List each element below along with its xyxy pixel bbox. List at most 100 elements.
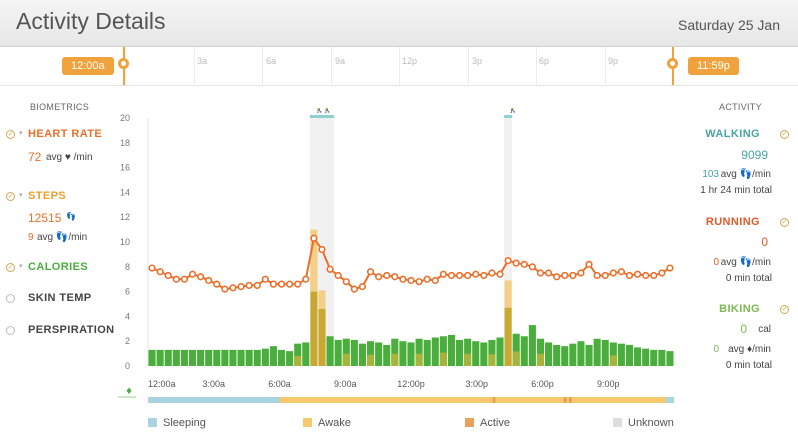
start-time-pill[interactable]: 12:00a	[62, 57, 114, 75]
legend-swatch	[613, 418, 622, 427]
heart-rate-point	[269, 280, 278, 288]
check-icon[interactable]: ✓	[780, 130, 789, 139]
heart-rate-point	[447, 271, 456, 280]
steps-bar	[650, 349, 658, 366]
walking-bar	[464, 353, 472, 366]
steps-label: STEPS	[28, 190, 67, 202]
scrubber-track[interactable]: 3a 6a 9a 12p 3p 6p 9p	[125, 47, 673, 85]
steps-bar	[334, 339, 342, 366]
running-metric[interactable]: RUNNING ✓ 0 avg 👣/min 0 0 min total	[690, 216, 798, 286]
walking-bar	[294, 355, 302, 366]
steps-bar	[286, 351, 294, 366]
walking-avg-unit: avg 👣/min	[720, 169, 771, 180]
heart-rate-point	[229, 284, 237, 292]
start-handle[interactable]	[118, 58, 129, 69]
caret-icon: ▾	[19, 192, 23, 199]
steps-bar	[407, 342, 415, 366]
steps-bar	[569, 343, 577, 366]
walking-bar	[415, 353, 423, 366]
heart-rate-point	[294, 280, 302, 288]
walking-bar	[536, 353, 545, 366]
heart-rate-point	[342, 278, 350, 286]
steps-bar	[561, 346, 569, 366]
y-axis: 0 2 4 6 8 10 12 14 16 18 20	[120, 113, 149, 371]
y-tick-label: 2	[125, 336, 130, 346]
heart-rate-point	[512, 259, 520, 267]
date-label: Saturday 25 Jan	[678, 17, 780, 33]
scrubber-tick	[194, 47, 195, 85]
heart-rate-point	[504, 257, 512, 265]
y-tick-label: 6	[125, 287, 130, 297]
biking-label: BIKING	[719, 303, 760, 315]
steps-bar	[480, 342, 488, 366]
heart-rate-point	[544, 269, 553, 277]
heart-rate-point	[464, 271, 472, 280]
calories-label: CALORIES	[28, 261, 89, 273]
end-handle[interactable]	[667, 58, 678, 69]
heart-rate-point	[164, 271, 172, 280]
heart-rate-point	[383, 271, 391, 280]
biking-metric[interactable]: BIKING ✓ 0 cal avg ♦/min 0 0 min total	[690, 303, 798, 373]
end-time-pill[interactable]: 11:59p	[688, 57, 739, 75]
heart-rate-point	[520, 260, 528, 268]
y-tick-label: 8	[125, 262, 130, 272]
check-icon[interactable]: ✓	[780, 218, 789, 227]
steps-bar	[609, 342, 617, 366]
heart-rate-point	[423, 275, 431, 283]
steps-bar	[528, 325, 536, 366]
heart-rate-point	[172, 275, 180, 283]
running-label: RUNNING	[705, 216, 760, 228]
awake-bar	[318, 290, 326, 309]
steps-bar	[148, 349, 156, 366]
heart-rate-point	[213, 280, 221, 288]
steps-bar	[358, 343, 366, 366]
perspiration-label: PERSPIRATION	[28, 324, 115, 336]
active-segment	[563, 397, 567, 403]
heart-rate-line	[148, 234, 674, 293]
heart-rate-point	[180, 275, 189, 283]
steps-bar	[302, 342, 310, 366]
heart-rate-point	[334, 271, 342, 280]
steps-bar	[601, 339, 609, 366]
steps-bar	[366, 341, 375, 366]
x-axis: 12:00a 3:00a 6:00a 9:00a 12:00p 3:00p 6:00p 9:0…	[148, 379, 620, 389]
check-icon[interactable]: ✓	[6, 263, 15, 272]
legend-label: Unknown	[628, 417, 674, 429]
walking-icon: 🚶	[321, 108, 333, 114]
steps-bar	[496, 337, 504, 366]
legend-sleeping: Sleeping	[148, 417, 206, 429]
running-total: 0 min total	[725, 273, 772, 284]
heart-rate-point	[407, 276, 415, 285]
heart-rate-point	[617, 268, 626, 276]
heart-rate-point	[399, 275, 407, 283]
heart-rate-point	[221, 285, 229, 293]
steps-bar	[294, 343, 302, 366]
legend-awake: Awake	[303, 417, 351, 429]
radio-icon[interactable]	[6, 294, 15, 303]
radio-icon[interactable]	[6, 326, 15, 335]
steps-bar	[488, 339, 496, 366]
legend-swatch	[465, 418, 474, 427]
heart-rate-point	[205, 276, 213, 285]
check-icon[interactable]: ✓	[6, 192, 15, 201]
x-tick-label: 12:00p	[397, 379, 425, 389]
heart-rate-point	[350, 285, 358, 293]
steps-bar	[237, 349, 245, 366]
check-icon[interactable]: ✓	[6, 130, 15, 139]
steps-avg-value: 9	[28, 232, 34, 243]
scrubber-label: 9p	[608, 56, 619, 66]
check-icon[interactable]: ✓	[780, 305, 789, 314]
heart-rate-point	[658, 269, 666, 277]
time-range-scrubber[interactable]: 3a 6a 9a 12p 3p 6p 9p 12:00a 11:59p	[0, 47, 798, 86]
steps-bar	[625, 344, 634, 366]
heart-rate-point	[253, 281, 261, 289]
walking-metric[interactable]: WALKING ✓ 9099 avg 👣/min 103 1 hr 24 min…	[690, 128, 798, 198]
heart-rate-point	[633, 270, 642, 278]
steps-bar	[188, 349, 197, 366]
walking-value: 9099	[741, 148, 768, 162]
steps-bar	[512, 333, 520, 366]
biking-value-unit: cal	[758, 324, 771, 335]
footsteps-icon: 👣	[66, 212, 76, 221]
heart-rate-point	[536, 269, 545, 277]
